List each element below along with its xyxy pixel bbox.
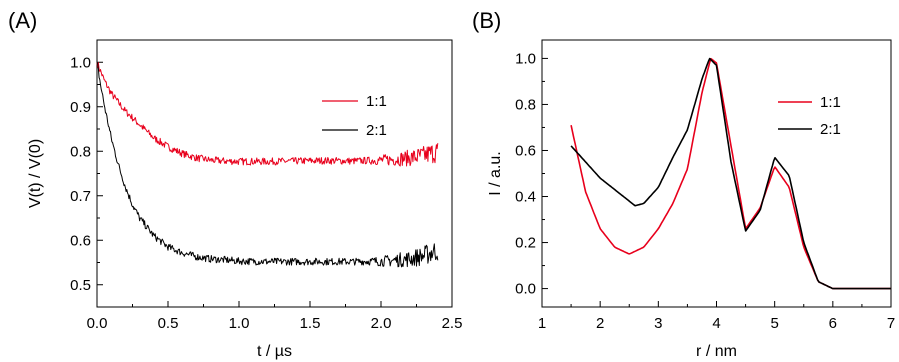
- y-tick-label: 0.2: [515, 235, 536, 252]
- y-tick-label: 0.5: [70, 277, 91, 294]
- legend-label: 1:1: [366, 93, 387, 110]
- x-tick-label: 5: [770, 315, 778, 332]
- y-tick-label: 1.0: [515, 50, 536, 67]
- y-tick-label: 0.8: [515, 96, 536, 113]
- panel-a-label: (A): [8, 8, 38, 33]
- y-tick-label: 0.6: [515, 142, 536, 159]
- series-line-2-1: [570, 57, 891, 290]
- plot-frame: [541, 39, 892, 308]
- x-tick-label: 1.5: [300, 315, 321, 332]
- x-tick-label: 1.0: [229, 315, 250, 332]
- x-tick-label: 1: [538, 315, 546, 332]
- legend-label: 1:1: [820, 94, 841, 111]
- x-tick-label: 2.5: [442, 315, 463, 332]
- series-line-1-1: [96, 62, 439, 167]
- y-tick-label: 0.7: [70, 188, 91, 205]
- chart-panel-b: 1 2 3 4 5 6 7 0.0 0.2 0.4 0.6 0.8 1.0 r / nm I / a.u. 1…: [487, 39, 895, 360]
- y-tick-label: 0.9: [70, 99, 91, 116]
- y-tick-label: 0.8: [70, 143, 91, 160]
- x-axis-label: r / nm: [696, 343, 737, 360]
- panel-b-label: (B): [472, 8, 502, 33]
- series-line-1-1: [570, 57, 891, 290]
- x-tick-label: 7: [887, 315, 895, 332]
- x-tick-label: 2.0: [371, 315, 392, 332]
- y-tick-label: 0.6: [70, 232, 91, 249]
- y-tick-label: 1.0: [70, 54, 91, 71]
- x-tick-label: 0.0: [87, 315, 108, 332]
- y-tick-label: 0.0: [515, 281, 536, 298]
- legend-label: 2:1: [366, 122, 387, 139]
- x-tick-label: 3: [654, 315, 662, 332]
- x-tick-label: 0.5: [158, 315, 179, 332]
- chart-panel-a: 0.0 0.5 1.0 1.5 2.0 2.5 0.5 0.6 0.7 0.8 0.9 1.0 t / …: [27, 39, 463, 360]
- series-line-2-1: [96, 62, 439, 268]
- y-axis-label: I / a.u.: [487, 151, 504, 195]
- x-tick-label: 4: [712, 315, 720, 332]
- x-axis-label: t / µs: [257, 343, 292, 360]
- legend-label: 2:1: [820, 121, 841, 138]
- x-tick-label: 6: [829, 315, 837, 332]
- x-tick-label: 2: [596, 315, 604, 332]
- y-tick-label: 0.4: [515, 189, 536, 206]
- y-axis-label: V(t) / V(0): [27, 139, 44, 208]
